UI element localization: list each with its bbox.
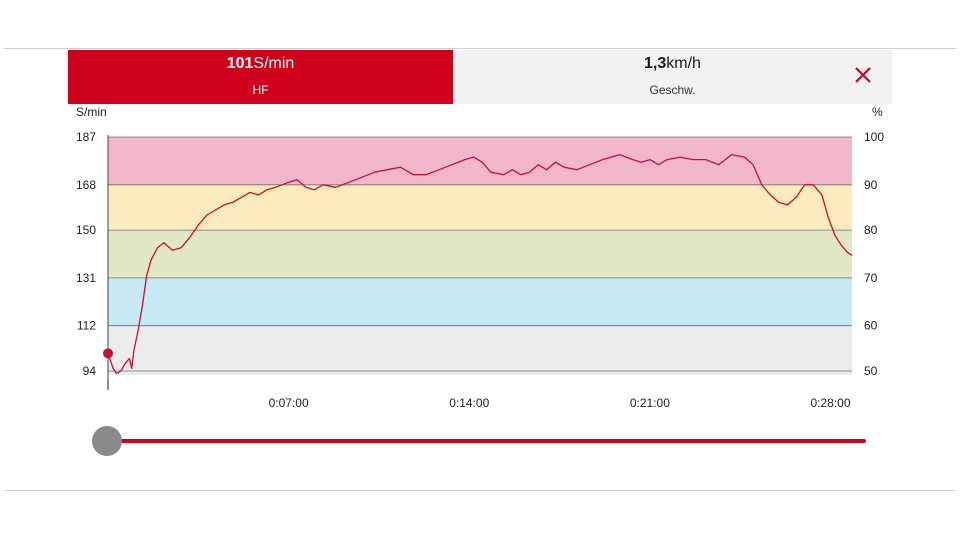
y-right-tick-label: 100 xyxy=(864,130,884,144)
y-left-tick-label: 112 xyxy=(77,319,96,333)
timeline-slider[interactable] xyxy=(92,424,872,458)
y-left-tick-label: 94 xyxy=(83,364,97,378)
hf-label: HF xyxy=(252,83,269,97)
y-left-tick-label: 150 xyxy=(76,223,96,237)
zone-band-4 xyxy=(108,325,852,375)
speed-value-line: 1,3km/h xyxy=(453,55,892,73)
y-right-tick-label: 70 xyxy=(864,271,878,285)
heart-rate-chart: S/min % 187 168 150 131 112 94 100 90 80 70 60 50 0:… xyxy=(0,104,960,414)
y-left-tick-label: 187 xyxy=(76,130,96,144)
heart-rate-line xyxy=(107,153,853,375)
x-tick-label: 0:07:00 xyxy=(269,396,309,410)
y-left-tick-label: 131 xyxy=(76,271,96,285)
chart-canvas: 187 168 150 131 112 94 100 90 80 70 60 50 0:07:00 0:1… xyxy=(76,130,884,410)
slider-thumb[interactable] xyxy=(92,426,122,456)
x-tick-label: 0:28:00 xyxy=(810,396,850,410)
tab-speed[interactable]: 1,3km/h Geschw. xyxy=(453,50,892,104)
bottom-divider xyxy=(4,490,956,491)
zone-band-3 xyxy=(108,277,852,326)
current-value-marker xyxy=(103,348,113,359)
hf-unit: S/min xyxy=(253,55,295,72)
zone-band-2 xyxy=(108,230,852,278)
x-tick-label: 0:21:00 xyxy=(630,396,670,410)
left-axis-unit: S/min xyxy=(76,105,107,119)
close-icon[interactable] xyxy=(852,64,874,86)
y-right-tick-label: 90 xyxy=(864,178,878,192)
top-divider xyxy=(4,48,956,49)
speed-value: 1,3 xyxy=(644,55,667,72)
metric-header: 101S/min HF 1,3km/h Geschw. xyxy=(68,50,892,104)
x-tick-label: 0:14:00 xyxy=(449,396,489,410)
y-right-tick-label: 80 xyxy=(864,223,878,237)
speed-unit: km/h xyxy=(666,55,701,72)
hf-value-line: 101S/min xyxy=(68,55,453,73)
speed-label: Geschw. xyxy=(649,83,696,97)
right-axis-unit: % xyxy=(872,105,883,119)
tab-heart-rate[interactable]: 101S/min HF xyxy=(68,50,453,104)
y-right-tick-label: 60 xyxy=(864,319,878,333)
zone-band-1 xyxy=(108,184,852,231)
hf-value: 101 xyxy=(226,55,254,72)
y-left-tick-label: 168 xyxy=(76,178,96,192)
y-right-tick-label: 50 xyxy=(864,364,878,378)
slider-track[interactable] xyxy=(106,439,866,443)
